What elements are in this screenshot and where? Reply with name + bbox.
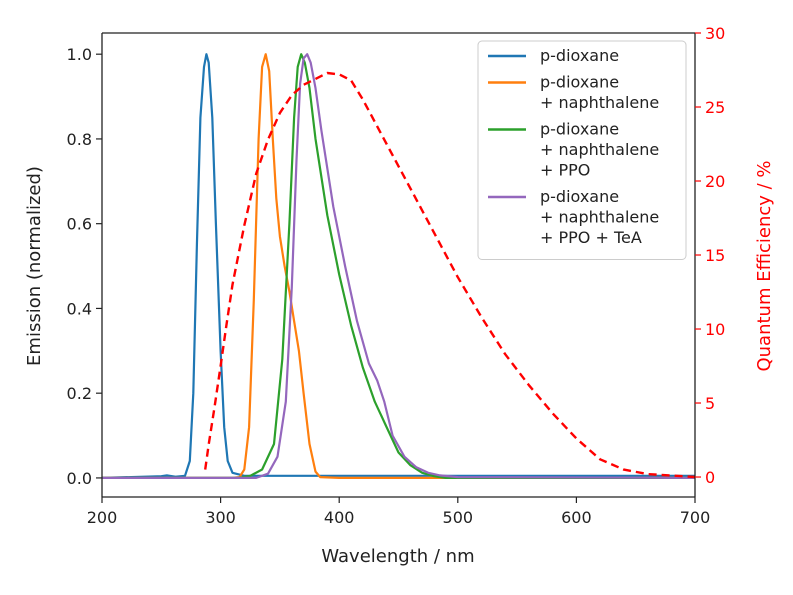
y-tick-label: 0.0 xyxy=(67,469,92,488)
legend-label: + PPO + TeA xyxy=(540,228,642,247)
x-tick-label: 400 xyxy=(324,508,355,527)
x-tick-label: 700 xyxy=(680,508,711,527)
x-tick-label: 200 xyxy=(87,508,118,527)
y-tick-label: 0.8 xyxy=(67,130,92,149)
y2-tick-label: 0 xyxy=(705,468,715,487)
legend-label: + naphthalene xyxy=(540,140,659,159)
legend-label: p-dioxane xyxy=(540,73,619,92)
series-line-2 xyxy=(102,53,695,479)
legend-label: p-dioxane xyxy=(540,120,619,139)
series-line-0 xyxy=(101,53,695,479)
legend-label: + PPO xyxy=(540,161,590,180)
y2-tick-label: 5 xyxy=(705,394,715,413)
y-tick-label: 0.6 xyxy=(67,215,92,234)
y2-tick-label: 10 xyxy=(705,320,725,339)
legend-label: p-dioxane xyxy=(540,46,619,65)
y2-axis-label: Quantum Efficiency / % xyxy=(754,160,775,371)
series-line-4 xyxy=(204,71,696,479)
y-tick-label: 1.0 xyxy=(67,45,92,64)
legend-box xyxy=(477,40,687,260)
y2-tick-label: 20 xyxy=(705,172,725,191)
y2-tick-label: 25 xyxy=(705,98,725,117)
legend-label: + naphthalene xyxy=(540,93,659,112)
axes: 200 300 400 500 600 700 0.0 0.2 0.4 0.6 0.8 1.0 0 5 10… xyxy=(67,24,726,527)
legend-label: p-dioxane xyxy=(540,187,619,206)
x-tick-label: 500 xyxy=(443,508,474,527)
y2-tick-label: 30 xyxy=(705,24,725,43)
x-tick-label: 600 xyxy=(561,508,592,527)
y-tick-label: 0.4 xyxy=(67,299,92,318)
series-line-1 xyxy=(102,53,695,479)
x-axis-label: Wavelength / nm xyxy=(321,546,474,567)
y2-tick-label: 15 xyxy=(705,246,725,265)
y-tick-label: 0.2 xyxy=(67,384,92,403)
plot-area xyxy=(101,53,696,479)
series-line-3 xyxy=(102,53,696,479)
x-tick-label: 300 xyxy=(205,508,236,527)
legend-label: + naphthalene xyxy=(540,208,659,227)
y-axis-label: Emission (normalized) xyxy=(24,166,45,366)
